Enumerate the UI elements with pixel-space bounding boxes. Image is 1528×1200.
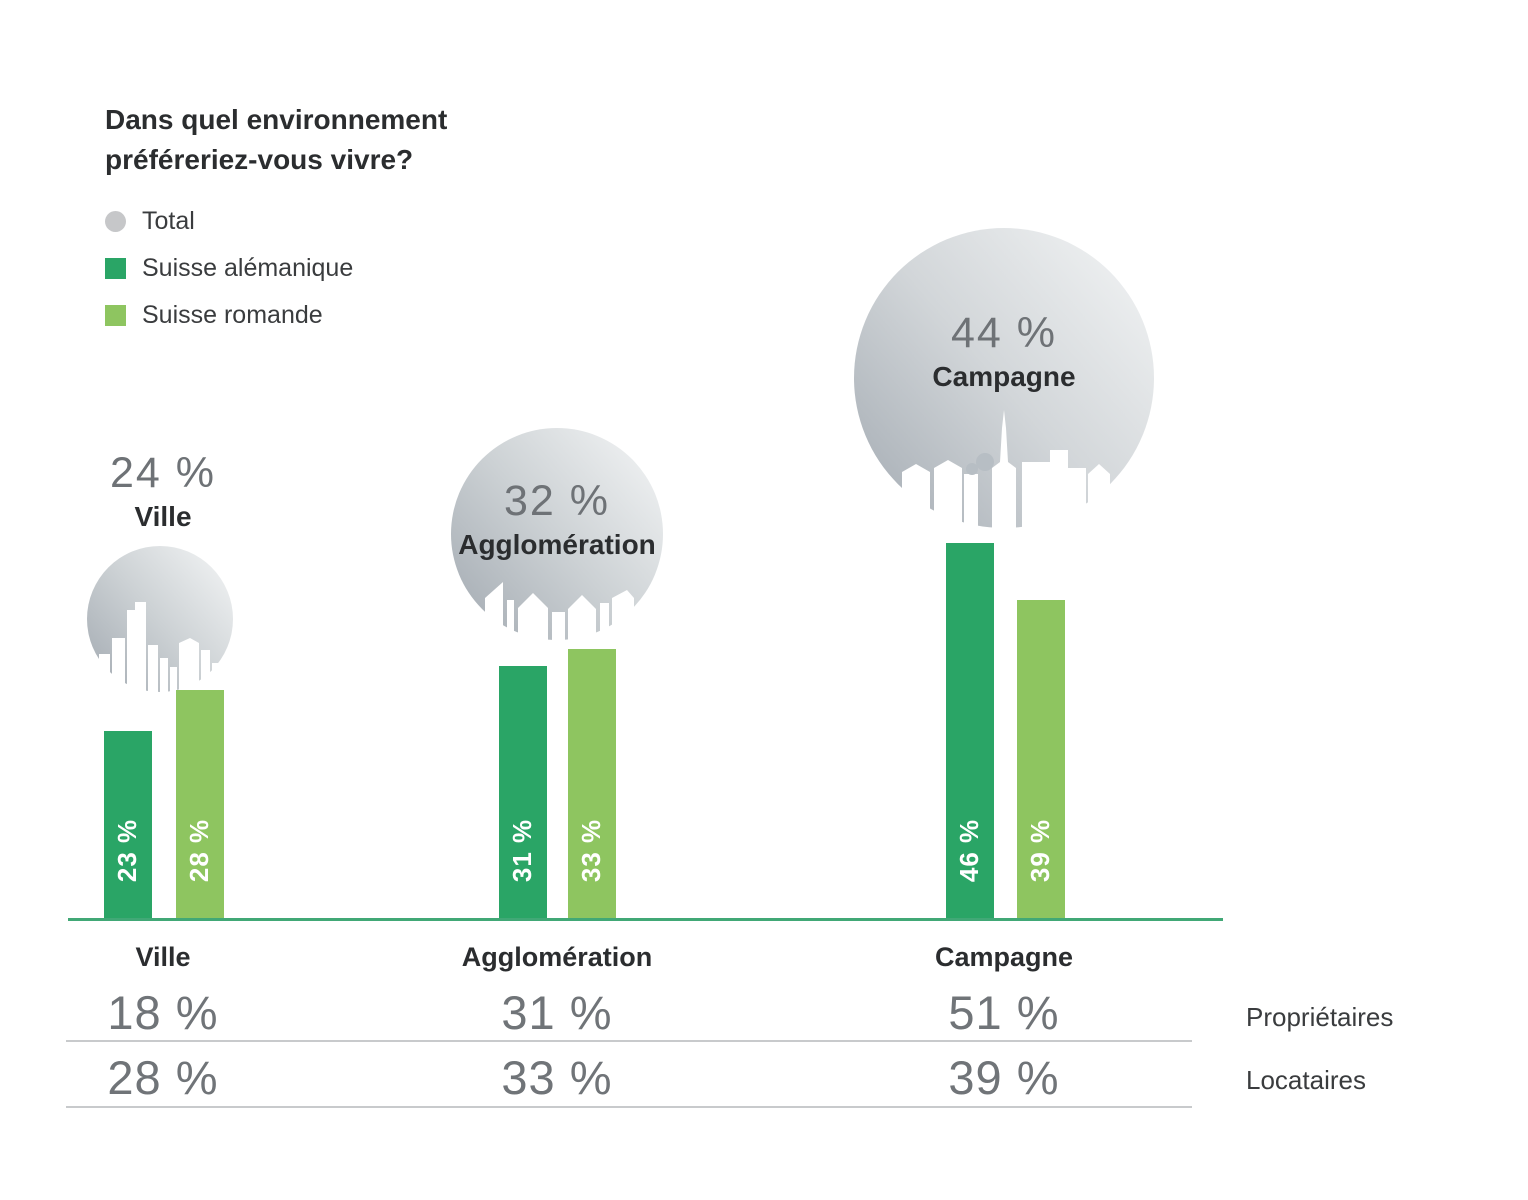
table-cell-locataires-campagne: 39 % — [948, 1051, 1060, 1104]
bar-agglomeration-suisse-alemanique: 31 % — [499, 666, 547, 920]
group-label-campagne: 44 % Campagne — [884, 310, 1124, 393]
page-title-line2: préféreriez-vous vivre? — [105, 144, 414, 175]
bar-agglomeration-suisse-romande: 33 % — [568, 649, 616, 920]
light-green-square-icon — [105, 304, 126, 326]
group-name-ville: Ville — [134, 501, 192, 532]
bar-label-box: 46 % — [946, 808, 994, 892]
page-title-line1: Dans quel environnement — [105, 104, 448, 135]
legend-item-total: Total — [105, 206, 353, 235]
axis-label-campagne: Campagne — [934, 942, 1074, 972]
village-skyline-bubble-icon — [854, 228, 1154, 528]
page-title: Dans quel environnement préféreriez-vous… — [105, 100, 447, 180]
axis-label-ville: Ville — [135, 942, 191, 972]
total-circle-icon — [105, 210, 126, 232]
total-percent-ville: 24 % — [109, 449, 216, 497]
bar-value-label: 39 % — [1025, 818, 1056, 882]
table-row-label-proprietaires: Propriétaires — [1246, 1002, 1394, 1032]
legend-label: Total — [142, 206, 195, 235]
bar-value-label: 23 % — [112, 818, 143, 882]
table-cell-proprietaires-ville: 18 % — [107, 986, 219, 1039]
x-axis-line — [68, 918, 1223, 921]
total-percent-agglomeration: 32 % — [503, 477, 610, 525]
legend-label: Suisse alémanique — [142, 253, 354, 282]
bar-value-label: 46 % — [954, 818, 985, 882]
suburb-skyline-bubble-icon — [451, 428, 663, 640]
table-cell-proprietaires-campagne: 51 % — [948, 986, 1060, 1039]
legend-label: Suisse romande — [142, 300, 323, 329]
bar-value-label: 31 % — [507, 818, 538, 882]
bar-value-label: 33 % — [576, 818, 607, 882]
bar-label-box: 23 % — [104, 808, 152, 892]
bar-label-box: 39 % — [1017, 808, 1065, 892]
axis-label-agglomeration: Agglomération — [461, 942, 653, 972]
bar-label-box: 28 % — [176, 808, 224, 892]
group-label-agglomeration: 32 % Agglomération — [437, 478, 677, 561]
total-percent-campagne: 44 % — [950, 309, 1057, 357]
legend: Total Suisse alémanique Suisse romande — [105, 206, 354, 329]
bar-campagne-suisse-romande: 39 % — [1017, 600, 1065, 920]
bar-label-box: 33 % — [568, 808, 616, 892]
table-divider-line — [66, 1040, 1192, 1042]
bar-ville-suisse-alemanique: 23 % — [104, 731, 152, 920]
dark-green-square-icon — [105, 257, 126, 279]
table-cell-locataires-ville: 28 % — [107, 1051, 219, 1104]
legend-item-suisse-romande: Suisse romande — [105, 300, 353, 329]
table-cell-proprietaires-agglomeration: 31 % — [501, 986, 613, 1039]
table-divider-line — [66, 1106, 1192, 1108]
legend-item-suisse-alemanique: Suisse alémanique — [105, 253, 354, 282]
table-row-label-locataires: Locataires — [1246, 1065, 1366, 1095]
city-skyline-bubble-icon — [87, 546, 233, 692]
bar-label-box: 31 % — [499, 808, 547, 892]
bar-ville-suisse-romande: 28 % — [176, 690, 224, 920]
bar-campagne-suisse-alemanique: 46 % — [946, 543, 994, 920]
table-cell-locataires-agglomeration: 33 % — [501, 1051, 613, 1104]
bar-value-label: 28 % — [184, 818, 215, 882]
group-label-ville: 24 % Ville — [43, 450, 283, 533]
group-name-agglomeration: Agglomération — [458, 529, 656, 560]
group-name-campagne: Campagne — [932, 361, 1076, 392]
